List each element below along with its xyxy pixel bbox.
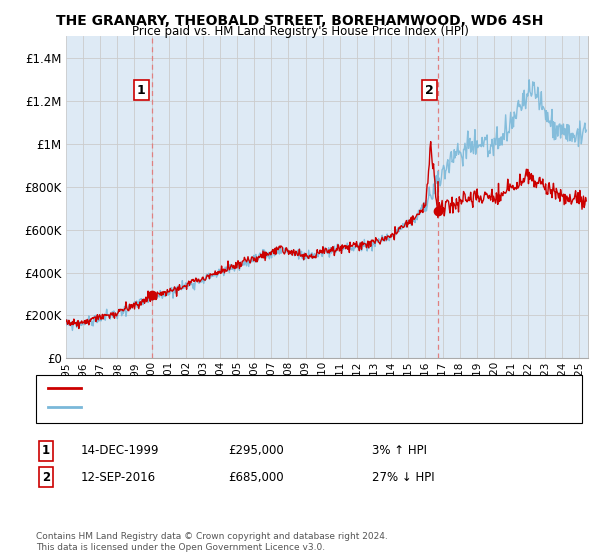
Text: Contains HM Land Registry data © Crown copyright and database right 2024.
This d: Contains HM Land Registry data © Crown c…: [36, 532, 388, 552]
Text: 14-DEC-1999: 14-DEC-1999: [81, 444, 160, 458]
Text: 3% ↑ HPI: 3% ↑ HPI: [372, 444, 427, 458]
Text: 1: 1: [42, 444, 50, 458]
Text: 27% ↓ HPI: 27% ↓ HPI: [372, 470, 434, 484]
Text: £295,000: £295,000: [228, 444, 284, 458]
Text: THE GRANARY, THEOBALD STREET, BOREHAMWOOD, WD6 4SH (detached house): THE GRANARY, THEOBALD STREET, BOREHAMWOO…: [87, 383, 511, 393]
Text: 2: 2: [425, 83, 433, 96]
Text: 2: 2: [42, 470, 50, 484]
Text: 12-SEP-2016: 12-SEP-2016: [81, 470, 156, 484]
Text: 1: 1: [137, 83, 146, 96]
Text: Price paid vs. HM Land Registry's House Price Index (HPI): Price paid vs. HM Land Registry's House …: [131, 25, 469, 38]
Text: HPI: Average price, detached house, Hertsmere: HPI: Average price, detached house, Hert…: [87, 402, 335, 412]
Text: £685,000: £685,000: [228, 470, 284, 484]
Text: THE GRANARY, THEOBALD STREET, BOREHAMWOOD, WD6 4SH: THE GRANARY, THEOBALD STREET, BOREHAMWOO…: [56, 14, 544, 28]
